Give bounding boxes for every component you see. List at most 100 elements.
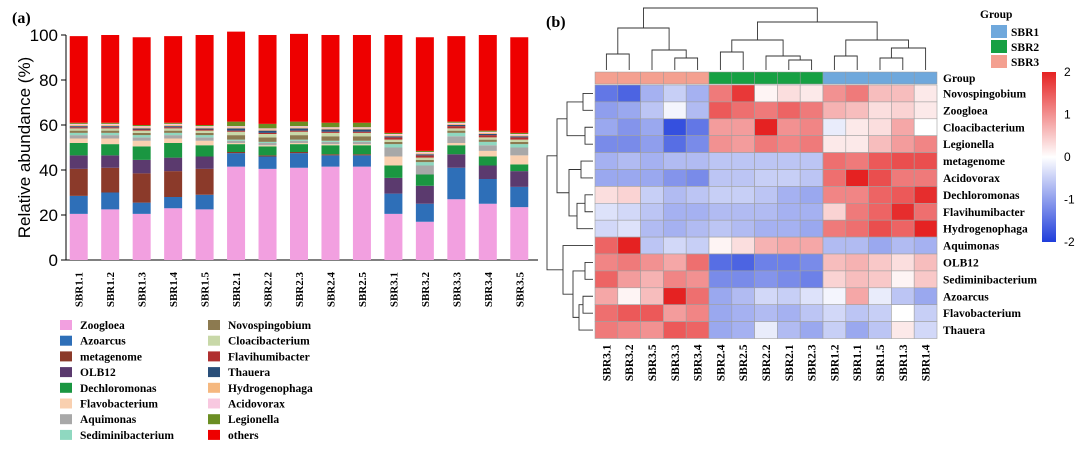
- heatmap-cell: [822, 203, 847, 221]
- bar-segment: [510, 147, 529, 156]
- heatmap-cell: [868, 203, 892, 221]
- heatmap-cell: [640, 287, 664, 305]
- bar-segment: [290, 130, 308, 132]
- heatmap-cell: [754, 253, 778, 272]
- column-dendrogram-link: [719, 51, 744, 70]
- group-legend-label: SBR3: [1011, 57, 1039, 69]
- bar-segment: [258, 130, 277, 133]
- group-annotation-cell: [640, 71, 664, 85]
- heatmap-cell: [617, 287, 641, 305]
- row-label: Flavobacterium: [943, 308, 1021, 320]
- heatmap-cell: [845, 135, 869, 153]
- heatmap-cell: [868, 152, 892, 170]
- bar-segment: [227, 166, 246, 260]
- heatmap-cell: [708, 304, 733, 322]
- heatmap-cell: [640, 84, 664, 103]
- bar-segment: [321, 136, 340, 141]
- bar-segment: [227, 153, 246, 167]
- bar-segment: [164, 130, 183, 133]
- bar-segment: [415, 185, 434, 204]
- row-label: Novospingobium: [943, 88, 1027, 100]
- bar-segment: [195, 135, 214, 138]
- legend-label: Flavihumibacter: [228, 351, 310, 363]
- bar-segment: [510, 137, 529, 140]
- legend-label: Dechloromonas: [80, 383, 157, 395]
- bar-segment: [258, 137, 277, 142]
- heatmap-cell: [663, 118, 687, 137]
- heatmap-cell: [913, 236, 938, 255]
- column-label: SBR1.4: [921, 344, 933, 381]
- bar-segment: [227, 126, 246, 128]
- heatmap-cell: [663, 253, 687, 272]
- heatmap-cell: [777, 287, 801, 305]
- heatmap-cell: [845, 118, 869, 137]
- heatmap-cell: [731, 287, 755, 305]
- heatmap-cell: [617, 135, 641, 153]
- bar-segment: [164, 128, 183, 131]
- bar-segment: [478, 139, 497, 142]
- heatmap-cell: [617, 321, 641, 339]
- heatmap-cell: [685, 253, 710, 272]
- heatmap-cell: [640, 118, 664, 137]
- heatmap-cell: [822, 287, 847, 305]
- row-dendrogram-link: [582, 295, 593, 314]
- bar-segment: [447, 199, 466, 260]
- heatmap-cell: [868, 304, 892, 322]
- group-legend-label: SBR1: [1011, 27, 1039, 39]
- column-label: SBR1.3: [898, 344, 910, 381]
- bar-segment: [258, 155, 277, 157]
- group-annotation-cell: [777, 71, 801, 85]
- heatmap-cell: [754, 236, 778, 255]
- heatmap-cell: [891, 203, 915, 221]
- x-tick-label: SBR3.2: [420, 272, 432, 308]
- bar-segment: [321, 144, 340, 146]
- row-dendrogram-link: [562, 245, 593, 295]
- x-tick-label: SBR1.3: [137, 272, 149, 308]
- x-tick-label: SBR1.5: [200, 272, 212, 308]
- bar-segment: [195, 125, 214, 127]
- heatmap-cell: [617, 118, 641, 137]
- bar-segment: [164, 127, 183, 129]
- bar-segment: [290, 131, 308, 136]
- heatmap-cell: [731, 321, 755, 339]
- bar-segment: [352, 35, 371, 123]
- bar-segment: [447, 143, 466, 146]
- legend-label: Thauera: [228, 367, 270, 379]
- heatmap-cell: [868, 270, 892, 289]
- heatmap-cell: [913, 101, 938, 120]
- bar-segment: [384, 213, 403, 260]
- heatmap-cell: [868, 169, 892, 187]
- y-tick-label: 60: [39, 116, 58, 135]
- row-label: Flavihumibacter: [943, 207, 1025, 219]
- legend-swatch: [60, 367, 72, 378]
- bar-segment: [258, 145, 277, 147]
- heatmap-cell: [777, 219, 801, 238]
- heatmap-cell: [777, 236, 801, 255]
- heatmap-cell: [594, 152, 619, 170]
- column-dendrogram-link: [757, 21, 878, 40]
- heatmap-cell: [708, 287, 733, 305]
- heatmap-cell: [822, 169, 847, 187]
- column-dendrogram-link: [674, 57, 699, 70]
- heatmap-cell: [845, 321, 869, 339]
- heatmap-cell: [640, 169, 664, 187]
- group-annotation-cell: [731, 71, 755, 85]
- panel-a-label: (a): [12, 10, 31, 27]
- heatmap-cell: [617, 304, 641, 322]
- bar-segment: [290, 152, 308, 154]
- legend-swatch: [60, 335, 72, 346]
- heatmap-cell: [640, 270, 664, 289]
- bar-segment: [352, 141, 371, 145]
- bar-segment: [101, 130, 120, 133]
- bar-segment: [132, 129, 151, 131]
- heatmap-cell: [913, 203, 938, 221]
- heatmap-cell: [754, 287, 778, 305]
- bar-segment: [227, 121, 246, 127]
- group-legend-title: Group: [980, 9, 1012, 21]
- bar-segment: [132, 137, 151, 141]
- bar-segment: [227, 130, 246, 132]
- bar-segment: [447, 128, 466, 131]
- column-label: SBR1.2: [829, 344, 841, 381]
- bar-segment: [290, 153, 308, 168]
- bar-segment: [447, 123, 466, 125]
